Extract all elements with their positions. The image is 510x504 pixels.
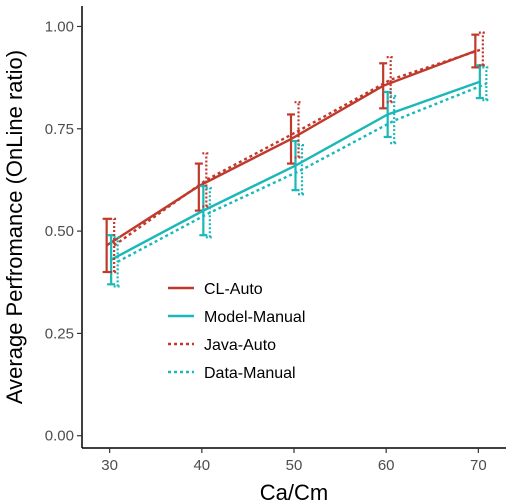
x-tick-label: 50 [286,457,303,474]
x-tick-label: 30 [101,457,118,474]
legend-label: CL-Auto [204,281,263,298]
x-tick-label: 60 [378,457,395,474]
plot-marks [102,31,491,288]
legend-label: Data-Manual [204,365,296,382]
legend-item: Model-Manual [168,309,305,326]
y-tick-label: 0.25 [45,325,74,342]
x-tick-label: 70 [470,457,487,474]
y-axis-ticks: 0.00 0.25 0.50 0.75 1.00 [45,18,82,445]
y-axis-title: Average Perfromance (OnLine ratio) [2,50,27,404]
y-tick-label: 1.00 [45,18,74,35]
y-tick-label: 0.75 [45,121,74,138]
series-data-manual [113,66,491,288]
x-axis-ticks: 30 40 50 60 70 [101,448,487,474]
series-java-auto [110,31,487,274]
series-cl-auto [102,33,480,274]
y-tick-label: 0.00 [45,428,74,445]
x-axis-title: Ca/Cm [260,480,328,504]
legend-item: Java-Auto [168,337,276,354]
series-model-manual [107,64,484,286]
legend-label: Model-Manual [204,309,305,326]
legend-item: Data-Manual [168,365,296,382]
x-tick-label: 40 [193,457,210,474]
series-line [117,82,487,263]
legend-label: Java-Auto [204,337,276,354]
series-line [110,80,481,261]
y-tick-label: 0.50 [45,223,74,240]
axes: 0.00 0.25 0.50 0.75 1.00 30 40 50 60 70 [45,6,506,474]
legend: CL-Auto Model-Manual Java-Auto Data-Manual [168,281,305,382]
series-line [113,47,484,247]
legend-item: CL-Auto [168,281,263,298]
